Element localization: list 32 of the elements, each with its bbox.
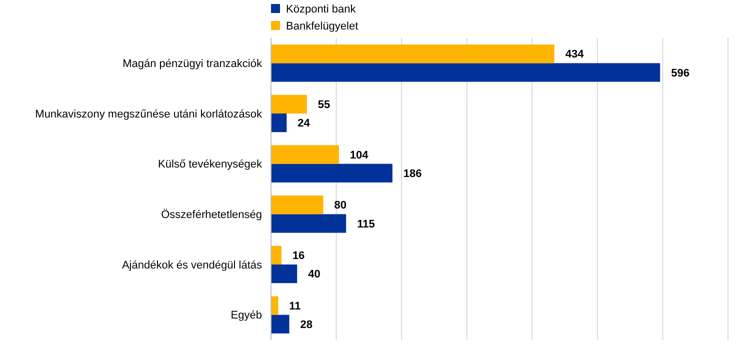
y-tick-label: Magán pénzügyi tranzakciók bbox=[122, 58, 262, 70]
y-tick-label: Egyéb bbox=[230, 310, 262, 322]
data-label: 104 bbox=[350, 149, 370, 162]
bar bbox=[271, 63, 660, 82]
data-label: 24 bbox=[298, 118, 311, 130]
data-label: 16 bbox=[292, 250, 305, 262]
data-label: 596 bbox=[671, 67, 690, 80]
data-label: 11 bbox=[289, 300, 301, 312]
data-label: 115 bbox=[357, 218, 375, 230]
data-label: 80 bbox=[334, 200, 346, 212]
y-tick-label: Ajándékok és vendégül látás bbox=[122, 259, 262, 272]
data-label: 28 bbox=[300, 318, 313, 331]
legend-label: Bankfelügyelet bbox=[286, 20, 358, 32]
bar bbox=[271, 164, 392, 182]
bar bbox=[271, 264, 298, 284]
data-label: 186 bbox=[403, 168, 422, 180]
bar bbox=[271, 214, 346, 233]
legend-label: Központi bank bbox=[286, 3, 356, 16]
y-tick-label: Összeférhetetlenség bbox=[161, 208, 262, 222]
y-tick-label: Munkaviszony megszűnése utáni korlátozások bbox=[35, 108, 262, 120]
bar bbox=[271, 296, 278, 315]
bar bbox=[271, 196, 324, 214]
data-label: 434 bbox=[565, 48, 585, 61]
bar bbox=[271, 114, 287, 132]
y-tick-label: Külső tevékenységek bbox=[158, 158, 262, 171]
bar bbox=[271, 94, 307, 114]
bar bbox=[271, 44, 554, 64]
bar bbox=[271, 246, 282, 264]
data-label: 40 bbox=[308, 268, 320, 281]
data-label: 55 bbox=[318, 99, 330, 112]
bar bbox=[271, 314, 290, 334]
bar bbox=[271, 145, 339, 164]
